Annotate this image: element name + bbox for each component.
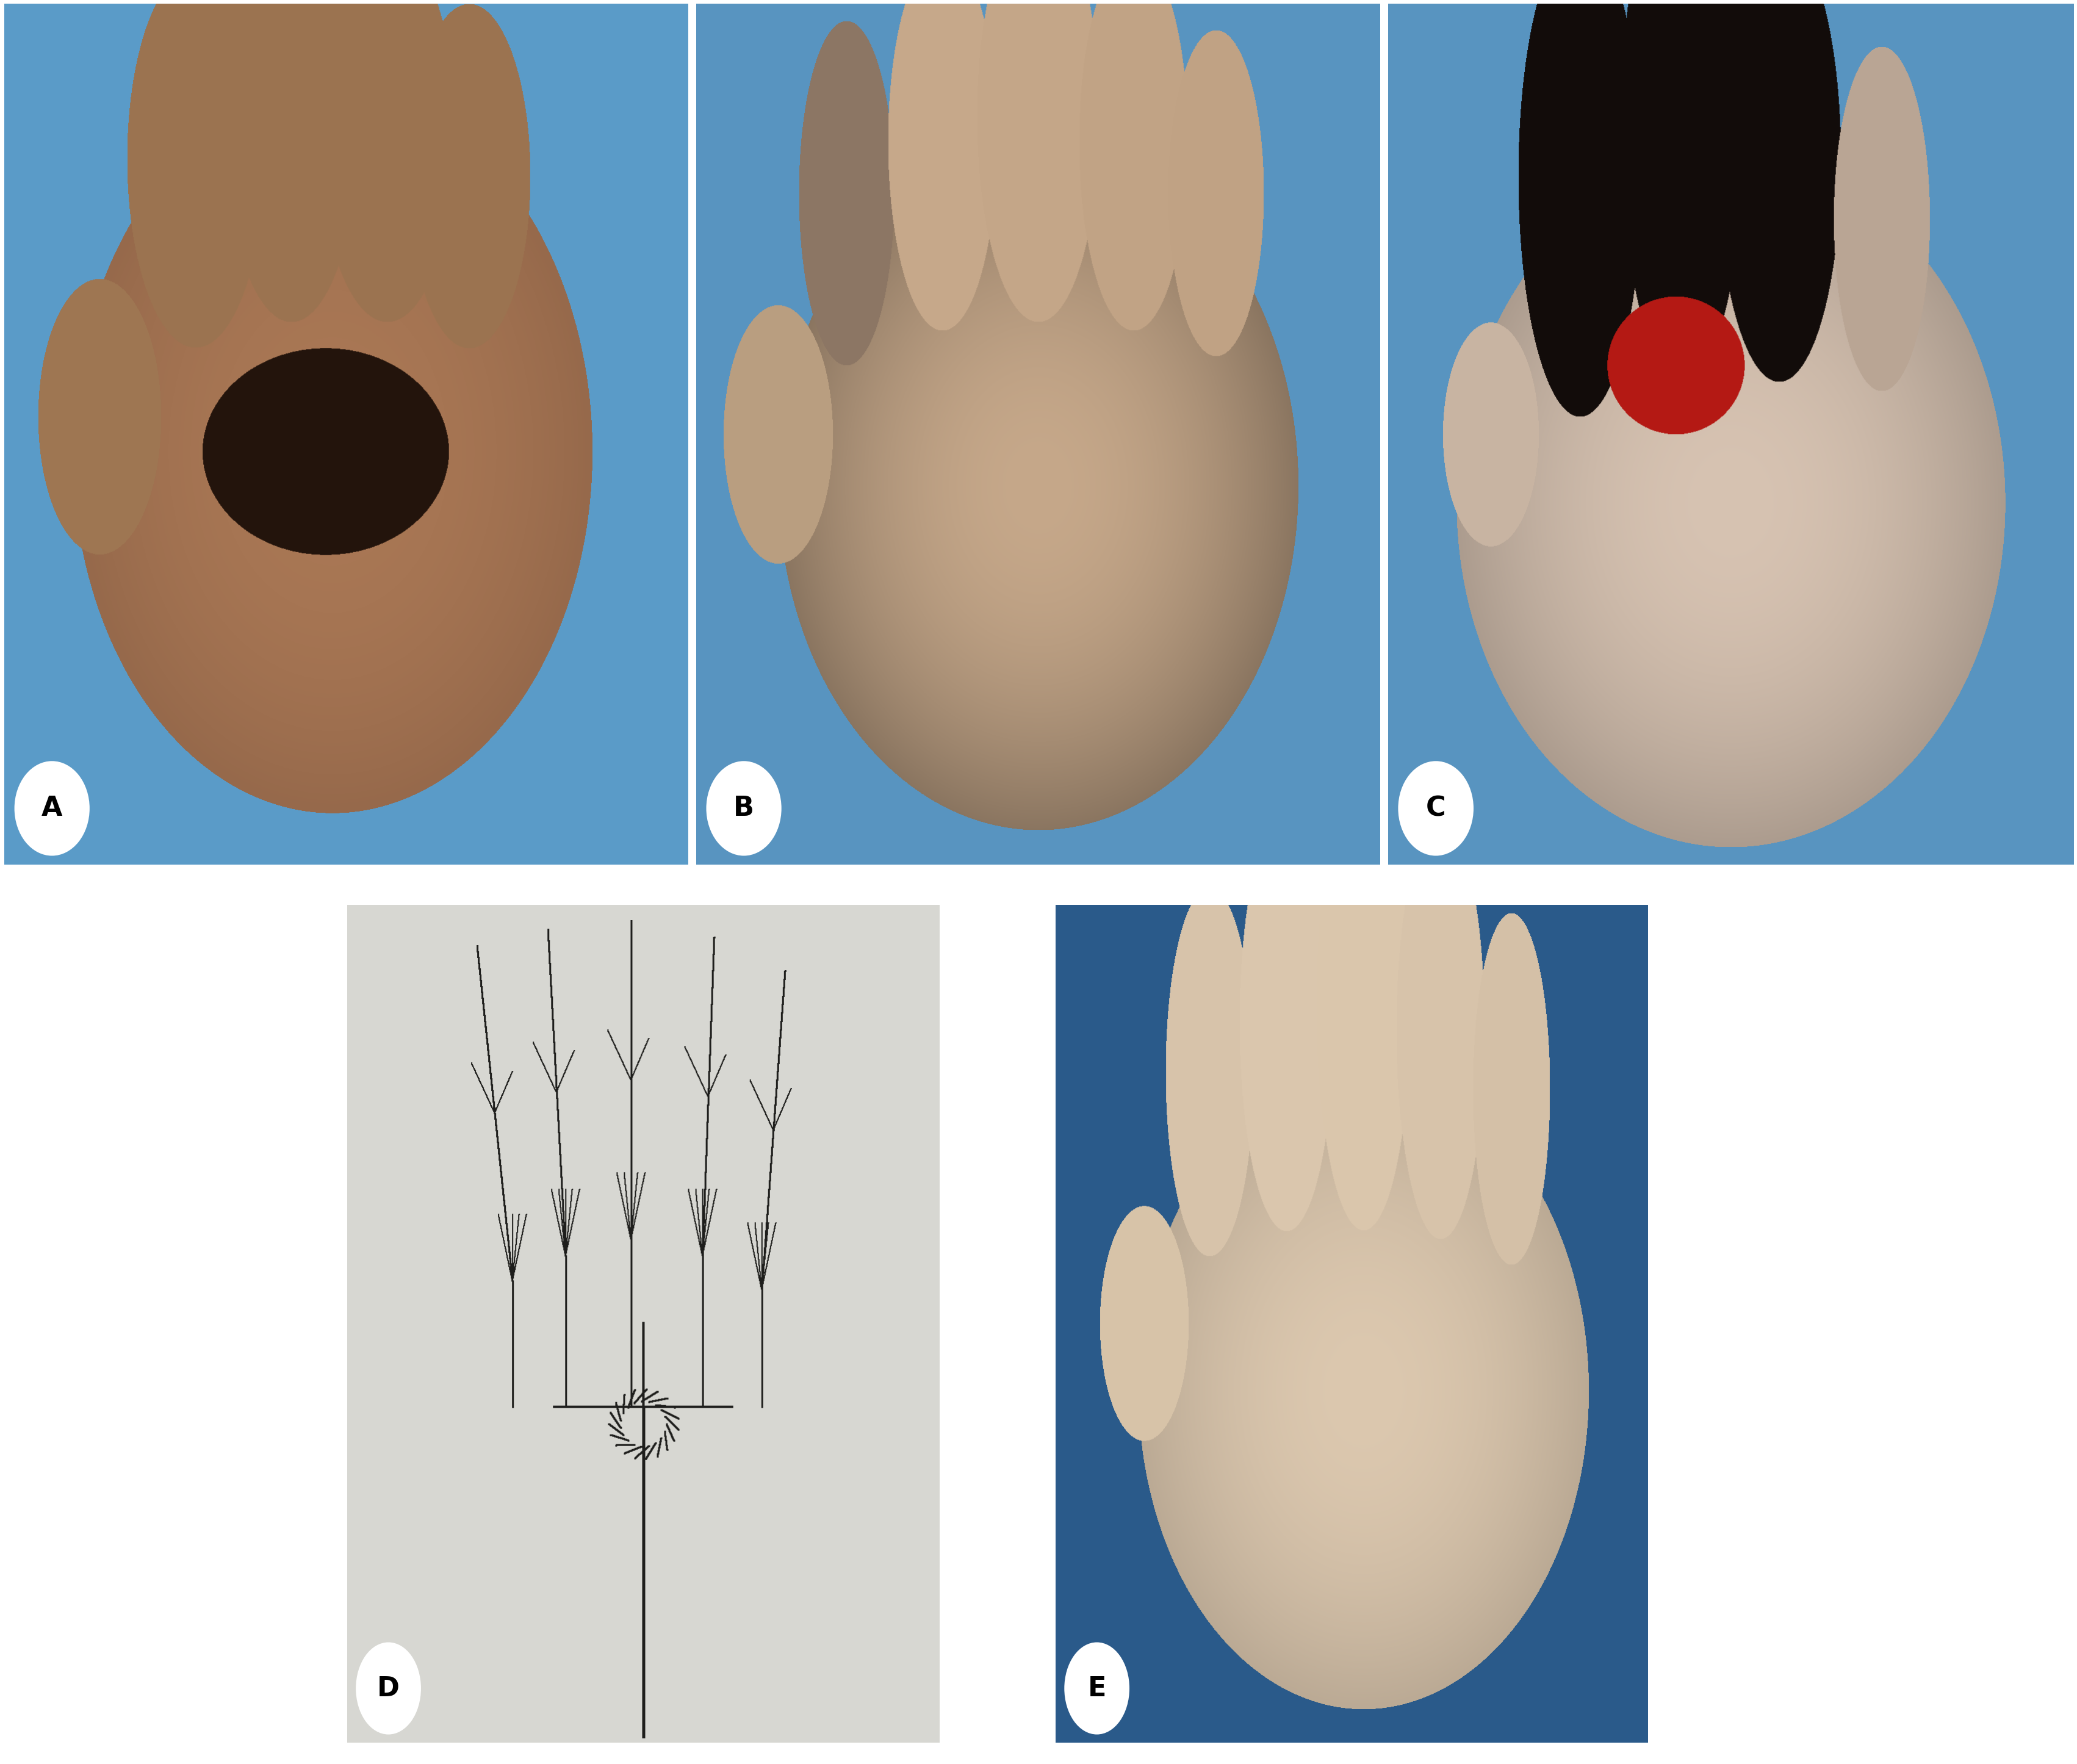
- Text: C: C: [1425, 796, 1446, 822]
- Circle shape: [1398, 760, 1473, 856]
- Text: B: B: [733, 796, 754, 822]
- Circle shape: [1063, 1642, 1130, 1734]
- Circle shape: [15, 760, 89, 856]
- Text: D: D: [378, 1676, 399, 1702]
- Circle shape: [706, 760, 781, 856]
- Circle shape: [355, 1642, 422, 1734]
- Text: E: E: [1086, 1676, 1105, 1702]
- Text: A: A: [42, 796, 62, 822]
